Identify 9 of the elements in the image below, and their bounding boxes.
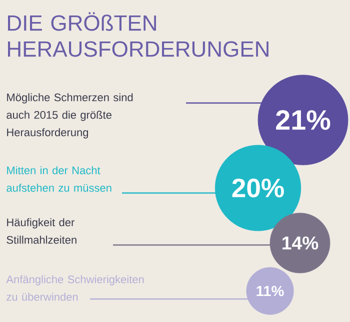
category-label: Mitten in der Nacht aufstehen zu müssen — [6, 166, 112, 192]
category-label: Mögliche Schmerzen sind auch 2015 die größte Herausforderung — [6, 93, 133, 138]
category-label: Häufigkeit der Stillmahlzeiten — [6, 218, 76, 244]
data-label: 21% — [276, 110, 330, 130]
data-label: 20% — [232, 178, 284, 198]
data-label: 14% — [282, 236, 318, 250]
category-label: Anfängliche Schwierigkeiten zu überwinden — [6, 275, 144, 301]
data-label: 11% — [256, 286, 284, 296]
text: DIE GRÖßTEN HERAUSFORDERUNGEN — [8, 12, 268, 57]
